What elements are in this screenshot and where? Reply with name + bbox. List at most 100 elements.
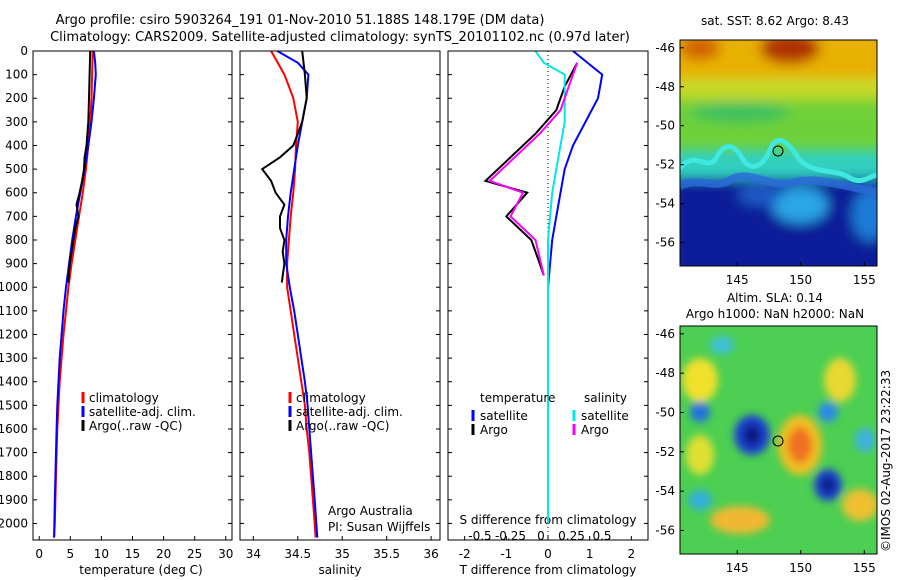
x-tick-label: 15 — [125, 547, 140, 561]
sst-map-axes: 145 150 155 -46 -48 -50 -52 -54 -56 — [655, 41, 875, 287]
y-tick-label: 900 — [5, 257, 28, 271]
map-x-tick-label: 150 — [789, 561, 812, 575]
y-tick-label: 1800 — [0, 469, 28, 483]
x-tick-label: 34.5 — [284, 547, 311, 561]
series-line-argo — [487, 62, 579, 276]
map-y-tick-label: -50 — [655, 405, 675, 419]
sla-high — [842, 489, 877, 521]
x-tick-label: 35 — [335, 547, 350, 561]
y-tick-label: 1600 — [0, 422, 28, 436]
sla-high — [824, 358, 856, 402]
x-tick-label: 34 — [246, 547, 261, 561]
y-tick-label: 400 — [5, 138, 28, 152]
map-y-tick-label: -50 — [655, 119, 675, 133]
panel-frame — [32, 50, 233, 541]
x-tick-label: -1 — [500, 547, 512, 561]
map-y-tick-label: -56 — [655, 236, 675, 250]
y-tick-label: 300 — [5, 115, 28, 129]
sst-eddy — [738, 185, 782, 205]
map-y-tick-label: -54 — [655, 484, 675, 498]
sla-low — [743, 424, 761, 446]
y-tick-label: 1400 — [0, 375, 28, 389]
series-line-climatology — [53, 50, 94, 538]
legend-label: climatology — [89, 391, 159, 405]
x-tick-label: 10 — [94, 547, 109, 561]
sst-front — [680, 137, 877, 183]
map-y-tick-label: -54 — [655, 197, 675, 211]
x-tick-label: 35.5 — [373, 547, 400, 561]
sla-map-frame — [679, 325, 878, 555]
map-x-tick-label: 145 — [726, 561, 749, 575]
y-tick-label: 1200 — [0, 327, 28, 341]
x2-tick-label: 0.5 — [592, 529, 611, 543]
series-line-satellite-adj--clim- — [53, 50, 97, 538]
map-x-tick-label: 145 — [726, 273, 749, 287]
y-tick-label: 700 — [5, 209, 28, 223]
map-y-tick-label: -52 — [655, 158, 675, 172]
sla-low — [818, 402, 838, 422]
x-tick-label: -2 — [459, 547, 471, 561]
salinity-panel: 34 34.5 35 35.5 36 climatologysatellite-adj. … — [239, 50, 441, 561]
y-tick-label: 600 — [5, 186, 28, 200]
sla-low — [690, 402, 710, 422]
y-tick-label: 1100 — [0, 304, 28, 318]
sst-green-patch — [690, 102, 790, 122]
legend-label: satellite — [480, 409, 528, 423]
x-tick-label: 1 — [586, 547, 594, 561]
series-line-argo---raw--qc- — [260, 50, 308, 283]
y-tick-label: 1000 — [0, 280, 28, 294]
sst-hot-patch — [680, 40, 720, 60]
legend-label: Argo(..raw -QC) — [296, 419, 389, 433]
map-x-tick-label: 155 — [853, 273, 876, 287]
credit-pi: PI: Susan Wijffels — [328, 520, 430, 534]
sla-high — [788, 427, 812, 463]
y-tick-label: 100 — [5, 68, 28, 82]
sla-map-axes: 145 150 155 -46 -48 -50 -52 -54 -56 — [655, 327, 875, 575]
map-y-tick-label: -52 — [655, 445, 675, 459]
x2-tick-label: 0.25 — [558, 529, 585, 543]
temperature-panel: 0 5 10 15 20 25 300100200300400500600700800900… — [0, 44, 233, 561]
sla-high — [710, 506, 770, 534]
sst-map-title: sat. SST: 8.62 Argo: 8.43 — [701, 14, 849, 28]
x-tick-label: 0 — [544, 547, 552, 561]
sst-eddy — [772, 187, 828, 223]
imos-stamp: ©IMOS 02-Aug-2017 23:22:33 — [879, 370, 893, 552]
x-tick-label: 2 — [628, 547, 636, 561]
y-tick-label: 200 — [5, 91, 28, 105]
legend-label: satellite-adj. clim. — [89, 405, 196, 419]
sla-map — [680, 326, 877, 554]
sst-argo-marker — [772, 145, 784, 157]
series-line-satellite — [547, 50, 604, 524]
profile-panels: 0 5 10 15 20 25 300100200300400500600700800900… — [0, 44, 649, 561]
sla-high — [682, 358, 718, 402]
sla-low — [821, 477, 835, 493]
series-line-argo---raw--qc- — [67, 50, 92, 283]
map-x-tick-label: 155 — [853, 561, 876, 575]
x-tick-label: 0 — [35, 547, 43, 561]
legend-heading: temperature — [480, 391, 555, 405]
legend-heading: salinity — [584, 391, 627, 405]
sla-low — [855, 428, 875, 452]
sst-eddy — [852, 189, 877, 241]
map-y-tick-label: -48 — [655, 366, 675, 380]
x-tick-label: 36 — [423, 547, 438, 561]
difference-xlabel: T difference from climatology — [459, 563, 637, 577]
map-y-tick-label: -46 — [655, 41, 675, 55]
sst-front — [680, 172, 877, 196]
sla-map-title: Altim. SLA: 0.14 — [727, 291, 823, 305]
legend-label: climatology — [296, 391, 366, 405]
temperature-xlabel: temperature (deg C) — [79, 563, 202, 577]
x-tick-label: 20 — [156, 547, 171, 561]
y-tick-label: 1900 — [0, 493, 28, 507]
legend-label: satellite-adj. clim. — [296, 405, 403, 419]
x2-tick-label: 0 — [537, 529, 545, 543]
legend-label: Argo — [480, 423, 508, 437]
map-y-tick-label: -56 — [655, 523, 675, 537]
x-tick-label: 30 — [218, 547, 233, 561]
x-tick-label: 5 — [66, 547, 74, 561]
y-tick-label: 800 — [5, 233, 28, 247]
sla-argo-marker — [772, 435, 784, 447]
y-tick-label: 1500 — [0, 398, 28, 412]
x-tick-label: 25 — [187, 547, 202, 561]
legend-label: satellite — [581, 409, 629, 423]
